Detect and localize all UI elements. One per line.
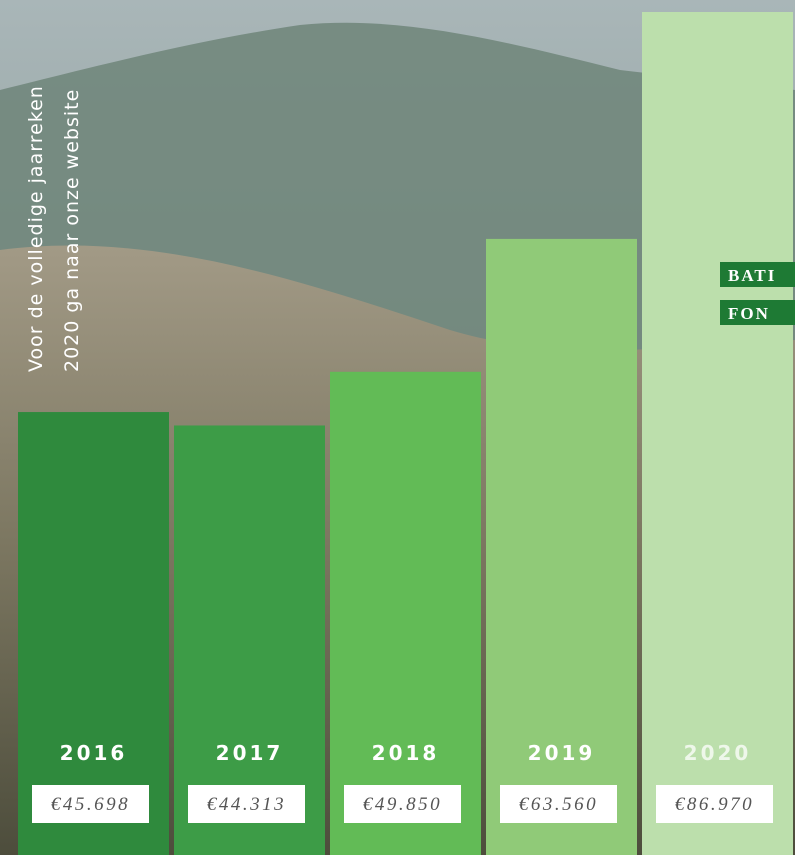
value-label-box [344,785,461,823]
bar [330,371,481,855]
value-label: €44.313 [207,794,286,815]
value-label-box [656,785,773,823]
bar [174,425,325,855]
logo-text: BATI [728,266,776,285]
year-label: 2017 [216,741,284,765]
bars: 2016 €45.698 2017 €44.313 2018 €49.850 2019 €63… [18,12,793,855]
value-label: €45.698 [51,794,130,815]
side-text-line: 2020 ga naar onze website [61,89,83,372]
bar [18,412,169,855]
value-label-box [32,785,149,823]
bar [642,12,793,855]
year-label: 2019 [528,741,596,765]
year-label: 2020 [684,741,752,765]
logo-box [720,300,795,325]
value-label: €49.850 [363,794,442,815]
value-label: €63.560 [519,794,598,815]
value-label-box [188,785,305,823]
logo-box [720,262,795,287]
value-label-box [500,785,617,823]
side-text-line: Voor de volledige jaarreken [25,85,47,372]
year-label: 2016 [60,741,128,765]
value-label: €86.970 [675,794,754,815]
bar [486,238,637,855]
year-label: 2018 [372,741,440,765]
logo: BATI FON [720,262,795,325]
side-text: Voor de volledige jaarreken 2020 ga naar… [25,85,83,372]
logo-text: FON [728,304,770,323]
